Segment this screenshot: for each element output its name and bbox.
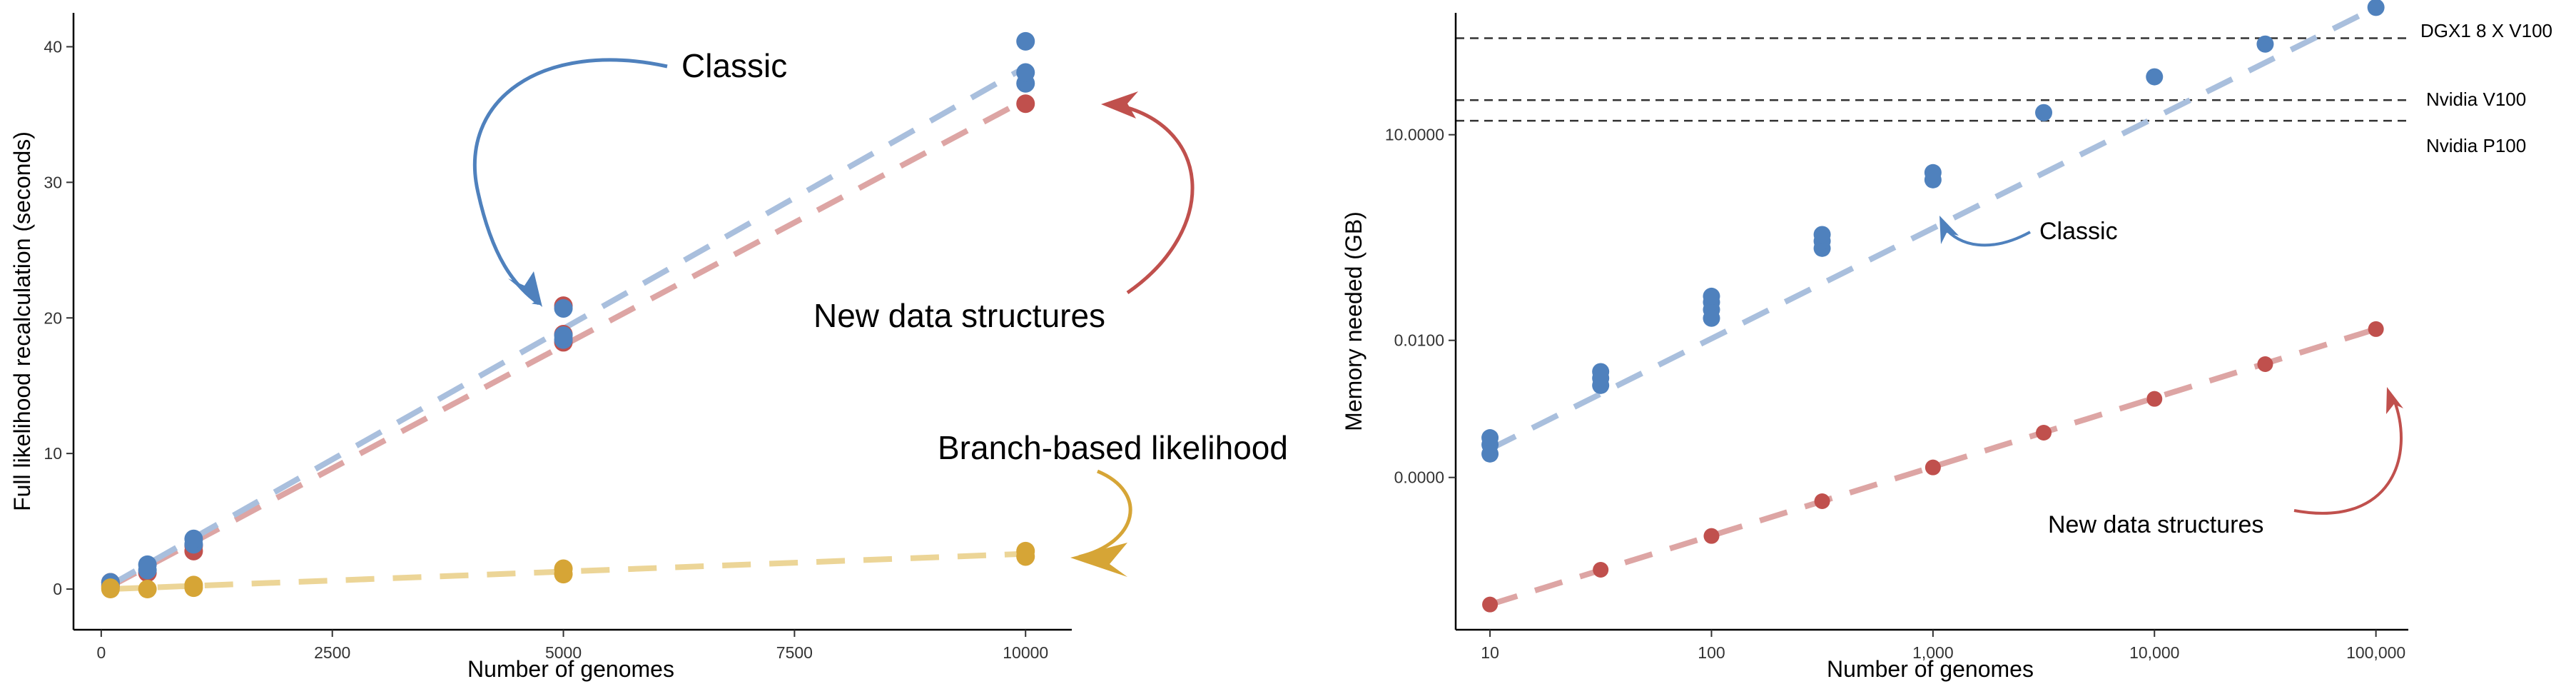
left-y-tick-label: 20 xyxy=(44,308,62,327)
right-point-new xyxy=(1703,528,1720,544)
left-x-tick-label: 10000 xyxy=(1003,643,1048,662)
right-annotation-new-data-structures: New data structures xyxy=(2048,511,2263,538)
right-point-classic xyxy=(2146,68,2164,86)
left-point-classic xyxy=(1016,63,1035,82)
left-point-new xyxy=(1016,94,1035,114)
right-annotation-classic: Classic xyxy=(2039,218,2118,245)
left-y-tick-label: 0 xyxy=(53,580,62,598)
right-point-new xyxy=(2368,321,2384,337)
right-x-axis-label: Number of genomes xyxy=(1827,656,2034,682)
left-point-classic xyxy=(138,555,157,574)
left-annotation-branch-based-likelihood: Branch-based likelihood xyxy=(938,429,1288,466)
left-annotation-new-data-structures: New data structures xyxy=(813,297,1105,334)
hline-label-v100: Nvidia V100 xyxy=(2426,89,2526,110)
right-point-classic xyxy=(2256,35,2274,53)
right-x-tick-label: 100,000 xyxy=(2346,643,2405,662)
left-y-tick-label: 10 xyxy=(44,444,62,463)
right-y-tick-label: 0.0100 xyxy=(1394,331,1444,350)
right-y-axis-label: Memory needed (GB) xyxy=(1341,211,1366,431)
right-x-tick-label: 100 xyxy=(1698,643,1725,662)
right-point-classic xyxy=(1481,429,1499,447)
right-x-tick-label: 10,000 xyxy=(2129,643,2179,662)
right-point-classic xyxy=(1703,287,1720,305)
left-branch-arrowhead xyxy=(1070,543,1127,577)
right-y-tick-label: 0.0000 xyxy=(1394,468,1444,487)
hline-label-p100: Nvidia P100 xyxy=(2426,135,2526,156)
left-classic-arrowhead xyxy=(508,271,542,307)
left-point-branch xyxy=(184,575,203,595)
left-x-tick-label: 5000 xyxy=(545,643,582,662)
right-x-tick-label: 1,000 xyxy=(1912,643,1954,662)
right-point-new xyxy=(2146,391,2163,407)
left-y-tick-label: 40 xyxy=(44,37,62,56)
left-new-data-structures-arrow xyxy=(1107,100,1195,295)
left-point-branch xyxy=(101,578,120,598)
left-y-axis-label: Full likelihood recalculation (seconds) xyxy=(9,131,35,511)
left-point-branch xyxy=(554,559,573,578)
left-y-tick-label: 30 xyxy=(44,173,62,191)
right-point-new xyxy=(1925,459,1941,476)
right-fit-line-classic xyxy=(1489,4,2378,452)
left-point-classic xyxy=(184,529,203,548)
left-new-arrowhead xyxy=(1101,91,1138,119)
right-point-classic xyxy=(1924,164,1942,181)
right-fit-line-new xyxy=(1489,326,2377,608)
right-point-classic xyxy=(1592,363,1610,381)
left-point-classic xyxy=(554,298,573,318)
right-point-new xyxy=(1814,493,1830,509)
left-fit-line-classic xyxy=(108,64,1028,588)
right-point-classic xyxy=(1813,226,1831,243)
left-point-branch xyxy=(138,580,157,599)
left-x-tick-label: 7500 xyxy=(776,643,813,662)
left-branch-arrow xyxy=(1078,469,1132,559)
right-chart-panel: 10 100 1,000 10,000 100,000 0.0000 0.0100 10.00… xyxy=(1341,0,2552,682)
left-x-tick-label: 0 xyxy=(96,643,106,662)
right-classic-arrow xyxy=(1943,226,2031,247)
right-point-new xyxy=(1593,561,1609,578)
right-point-new xyxy=(1482,596,1499,613)
left-x-axis-label: Number of genomes xyxy=(467,656,674,682)
right-new-data-structures-arrow xyxy=(2293,399,2403,515)
right-classic-arrowhead xyxy=(1939,216,1959,244)
left-classic-arrow xyxy=(472,58,668,306)
right-new-arrowhead xyxy=(2386,387,2403,414)
left-fit-line-branch xyxy=(110,550,1026,593)
left-x-tick-label: 2500 xyxy=(314,643,350,662)
left-point-branch xyxy=(1016,541,1035,560)
left-chart-panel: 0 2500 5000 7500 10000 0 10 20 30 40 Number of ge… xyxy=(9,13,1288,682)
left-point-classic xyxy=(554,326,573,345)
left-annotation-classic: Classic xyxy=(681,47,787,84)
hline-label-dgx1: DGX1 8 X V100 xyxy=(2420,20,2552,41)
right-point-new xyxy=(2257,356,2273,372)
right-y-tick-label: 10.0000 xyxy=(1385,126,1444,144)
right-point-classic xyxy=(2367,0,2385,16)
left-point-classic xyxy=(1016,31,1035,51)
right-point-classic xyxy=(2035,104,2053,121)
right-x-tick-label: 10 xyxy=(1481,643,1499,662)
right-point-new xyxy=(2036,424,2052,441)
